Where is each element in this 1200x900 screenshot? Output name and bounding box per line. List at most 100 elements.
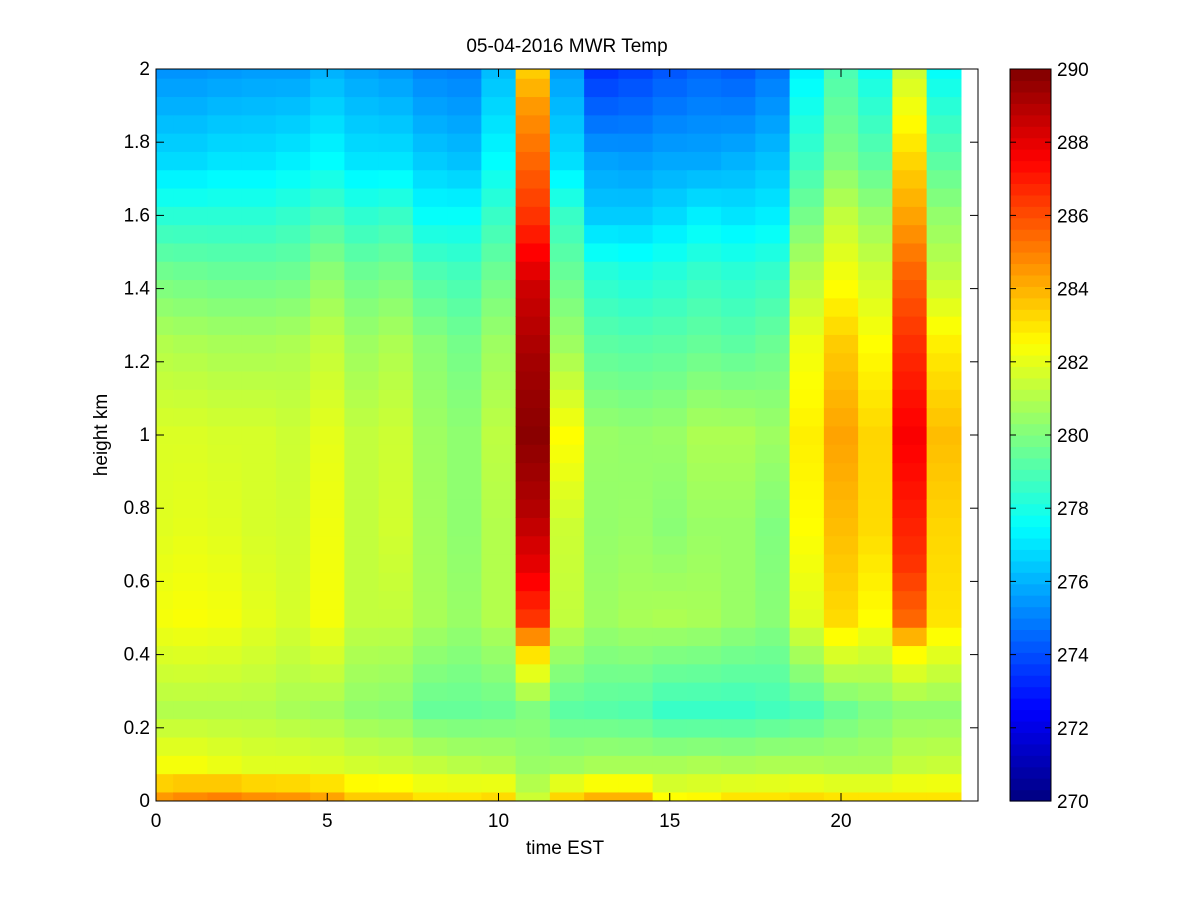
heatmap-cell bbox=[584, 334, 619, 354]
heatmap-cell bbox=[618, 334, 654, 354]
heatmap-cell bbox=[156, 462, 174, 482]
heatmap-cell bbox=[858, 682, 893, 701]
heatmap-cell bbox=[892, 663, 928, 683]
heatmap-cell bbox=[789, 663, 825, 683]
heatmap-cell bbox=[549, 608, 585, 628]
heatmap-cell bbox=[823, 499, 859, 518]
heatmap-cell bbox=[207, 389, 243, 409]
heatmap-cell bbox=[652, 169, 688, 189]
heatmap-cell bbox=[378, 78, 414, 98]
heatmap-cell bbox=[823, 462, 859, 482]
heatmap-cell bbox=[584, 297, 619, 317]
heatmap-cell bbox=[584, 133, 619, 152]
heatmap-cell bbox=[549, 535, 585, 555]
heatmap-cell bbox=[156, 645, 174, 665]
heatmap-cell bbox=[156, 261, 174, 281]
colorbar-band bbox=[1010, 549, 1051, 562]
x-tick-label: 15 bbox=[659, 811, 680, 832]
heatmap-cell bbox=[652, 297, 688, 317]
y-tick-label: 1.8 bbox=[124, 132, 150, 153]
heatmap-cell bbox=[344, 206, 380, 226]
heatmap-cell bbox=[378, 389, 414, 409]
heatmap-cell bbox=[721, 78, 756, 98]
heatmap-cell bbox=[755, 316, 791, 335]
heatmap-cell bbox=[652, 499, 688, 518]
heatmap-cell bbox=[156, 425, 174, 445]
colorbar-band bbox=[1010, 629, 1051, 642]
heatmap-cell bbox=[858, 187, 893, 207]
heatmap-cell bbox=[412, 224, 448, 244]
heatmap-cell bbox=[344, 370, 380, 390]
heatmap-cell bbox=[823, 517, 859, 537]
heatmap-cell bbox=[275, 407, 311, 427]
heatmap-cell bbox=[412, 78, 448, 98]
colorbar-tick-label: 284 bbox=[1057, 280, 1089, 301]
heatmap-cell bbox=[344, 224, 380, 244]
heatmap-cell bbox=[549, 553, 585, 573]
heatmap-cell bbox=[241, 425, 277, 445]
heatmap-cell bbox=[618, 682, 654, 701]
heatmap-cell bbox=[310, 389, 345, 409]
heatmap-cell bbox=[447, 407, 482, 427]
heatmap-cell bbox=[344, 133, 380, 152]
heatmap-cell bbox=[275, 590, 311, 610]
heatmap-cell bbox=[378, 187, 414, 207]
heatmap-cell bbox=[789, 169, 825, 189]
colorbar-band bbox=[1010, 286, 1051, 299]
heatmap-cell bbox=[156, 627, 174, 647]
heatmap-cell bbox=[207, 425, 243, 445]
heatmap-cell bbox=[275, 425, 311, 445]
colorbar-tick-label: 280 bbox=[1057, 426, 1089, 447]
heatmap-cell bbox=[173, 78, 208, 98]
heatmap-cell bbox=[755, 389, 791, 409]
colorbar-band bbox=[1010, 171, 1051, 184]
heatmap-cell bbox=[721, 242, 756, 262]
heatmap-cell bbox=[892, 169, 928, 189]
heatmap-cell bbox=[344, 151, 380, 171]
heatmap-cell bbox=[652, 389, 688, 409]
heatmap-cell bbox=[926, 78, 962, 98]
heatmap-cell bbox=[755, 370, 791, 390]
heatmap-cell bbox=[858, 663, 893, 683]
heatmap-cell bbox=[207, 663, 243, 683]
heatmap-cell bbox=[652, 334, 688, 354]
heatmap-cell bbox=[652, 608, 688, 628]
heatmap-cell bbox=[686, 462, 722, 482]
heatmap-cell bbox=[241, 791, 277, 801]
heatmap-cell bbox=[156, 78, 174, 98]
heatmap-cell bbox=[584, 114, 619, 134]
heatmap-cell bbox=[275, 608, 311, 628]
heatmap-cell bbox=[926, 370, 962, 390]
heatmap-cell bbox=[173, 791, 208, 801]
heatmap-cell bbox=[823, 261, 859, 281]
heatmap-cell bbox=[275, 334, 311, 354]
heatmap-cell bbox=[310, 499, 345, 518]
heatmap-cell bbox=[858, 444, 893, 464]
heatmap-cell bbox=[755, 224, 791, 244]
heatmap-cell bbox=[156, 553, 174, 573]
heatmap-cell bbox=[823, 96, 859, 116]
heatmap-cell bbox=[412, 96, 448, 116]
heatmap-cell bbox=[275, 682, 311, 701]
heatmap-cell bbox=[618, 590, 654, 610]
heatmap-cell bbox=[481, 627, 517, 647]
heatmap-cell bbox=[156, 572, 174, 592]
heatmap-cell bbox=[892, 755, 928, 775]
colorbar-tick-label: 282 bbox=[1057, 353, 1089, 374]
heatmap-cell bbox=[755, 206, 791, 226]
heatmap-cell bbox=[173, 462, 208, 482]
x-tick-label: 5 bbox=[322, 811, 333, 832]
heatmap-cell bbox=[618, 718, 654, 738]
heatmap-cell bbox=[481, 444, 517, 464]
heatmap-cell bbox=[344, 352, 380, 372]
heatmap-cell bbox=[755, 517, 791, 537]
heatmap-cell bbox=[892, 736, 928, 756]
heatmap-cell bbox=[584, 389, 619, 409]
colorbar-band bbox=[1010, 423, 1051, 436]
heatmap-cell bbox=[241, 206, 277, 226]
heatmap-cell bbox=[378, 334, 414, 354]
heatmap-cell bbox=[447, 261, 482, 281]
heatmap-cell bbox=[755, 151, 791, 171]
heatmap-cell bbox=[721, 187, 756, 207]
heatmap-cell bbox=[618, 773, 654, 793]
